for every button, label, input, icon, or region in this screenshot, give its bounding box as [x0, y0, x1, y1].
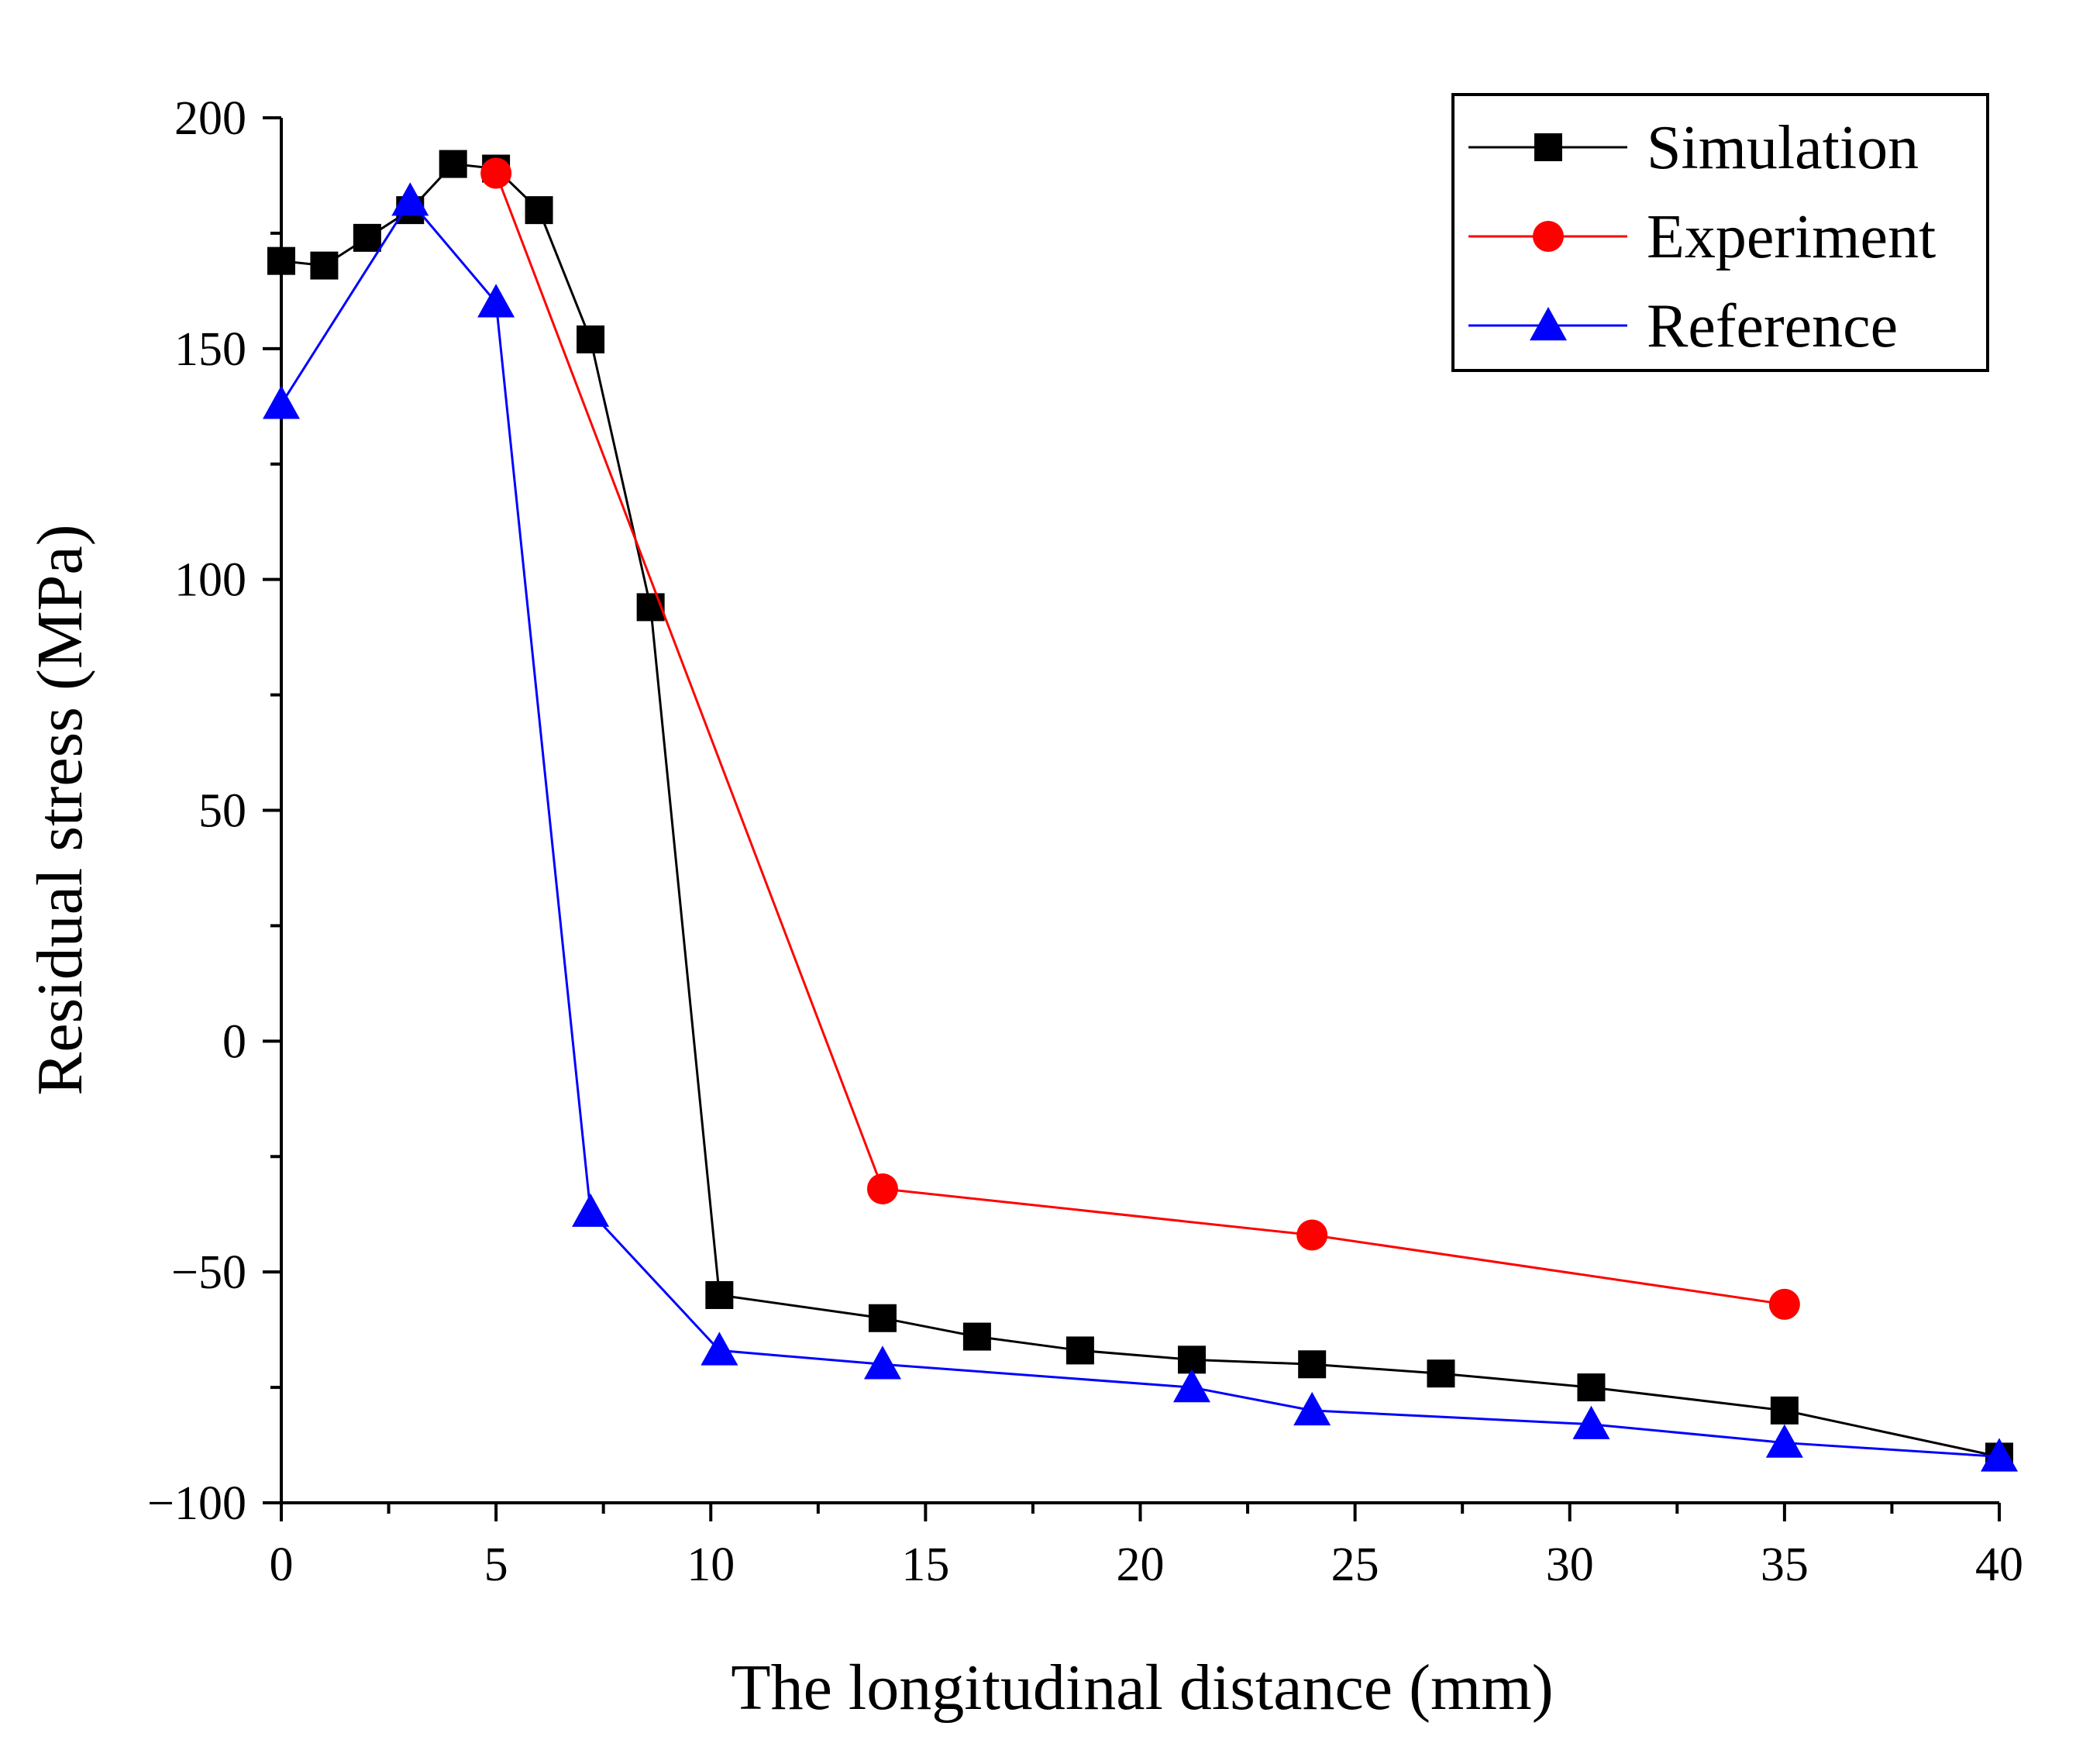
x-tick-label: 10: [687, 1538, 735, 1591]
reference-point: [1981, 1438, 2018, 1472]
plot-series: [263, 150, 2018, 1472]
legend-label-reference: Reference: [1647, 292, 1898, 360]
x-tick-label: 35: [1761, 1538, 1809, 1591]
x-tick-label: 5: [484, 1538, 508, 1591]
reference-point: [1293, 1391, 1331, 1426]
simulation-point: [353, 223, 381, 252]
legend-label-experiment: Experiment: [1647, 203, 1936, 271]
x-tick-label: 20: [1117, 1538, 1165, 1591]
reference-point: [1173, 1369, 1211, 1403]
simulation-point: [868, 1304, 897, 1332]
simulation-point: [705, 1280, 734, 1309]
experiment-point: [866, 1173, 898, 1204]
reference-point: [572, 1193, 610, 1227]
simulation-point: [1770, 1396, 1799, 1425]
reference-point: [263, 385, 300, 419]
simulation-point: [962, 1322, 991, 1351]
simulation-point: [577, 325, 605, 353]
y-tick-label: 100: [174, 554, 246, 607]
reference-point: [701, 1332, 738, 1366]
x-tick-label: 40: [1975, 1538, 2023, 1591]
y-axis-title: Residual stress (MPa): [24, 524, 96, 1095]
y-tick-label: 50: [198, 785, 246, 838]
legend-marker-experiment: [1533, 221, 1564, 252]
reference-point: [1765, 1424, 1803, 1458]
legend-entry-simulation: Simulation: [1468, 114, 1919, 182]
legend-marker-simulation: [1534, 133, 1562, 161]
simulation-point: [525, 196, 553, 225]
axes: 0 5 10 15 20 25 30 35 40 −100 −50 0 50 100 150 200: [147, 92, 2023, 1591]
experiment-point: [480, 157, 512, 189]
experiment-line: [494, 172, 1785, 1306]
simulation-point: [267, 246, 295, 275]
reference-point: [391, 182, 429, 216]
legend: Simulation Experiment Reference: [1451, 93, 1989, 372]
reference-point: [477, 284, 515, 318]
y-tick-label: −50: [171, 1246, 246, 1299]
reference-point: [1572, 1405, 1610, 1439]
simulation-point: [1065, 1336, 1094, 1365]
experiment-point: [1768, 1288, 1800, 1320]
reference-point: [863, 1345, 901, 1380]
legend-marker-reference: [1530, 307, 1567, 341]
simulation-point: [439, 150, 467, 178]
reference-series: [263, 182, 2018, 1472]
x-tick-label: 15: [901, 1538, 949, 1591]
experiment-series: [480, 157, 1800, 1320]
x-tick-label: 25: [1331, 1538, 1379, 1591]
experiment-point: [1296, 1219, 1328, 1251]
simulation-point: [1298, 1350, 1327, 1379]
legend-entry-reference: Reference: [1468, 292, 1898, 360]
y-tick-label: 200: [174, 92, 246, 145]
y-tick-label: 150: [174, 323, 246, 376]
simulation-point: [1427, 1359, 1455, 1388]
y-tick-label: −100: [147, 1477, 246, 1530]
y-tick-label: 0: [222, 1015, 246, 1068]
x-tick-label: 0: [270, 1538, 294, 1591]
simulation-point: [310, 251, 339, 280]
legend-label-simulation: Simulation: [1647, 114, 1919, 182]
legend-entry-experiment: Experiment: [1468, 203, 1936, 271]
simulation-point: [1577, 1373, 1606, 1402]
x-tick-label: 30: [1546, 1538, 1594, 1591]
x-axis-title: The longitudinal distance (mm): [731, 1652, 1553, 1724]
